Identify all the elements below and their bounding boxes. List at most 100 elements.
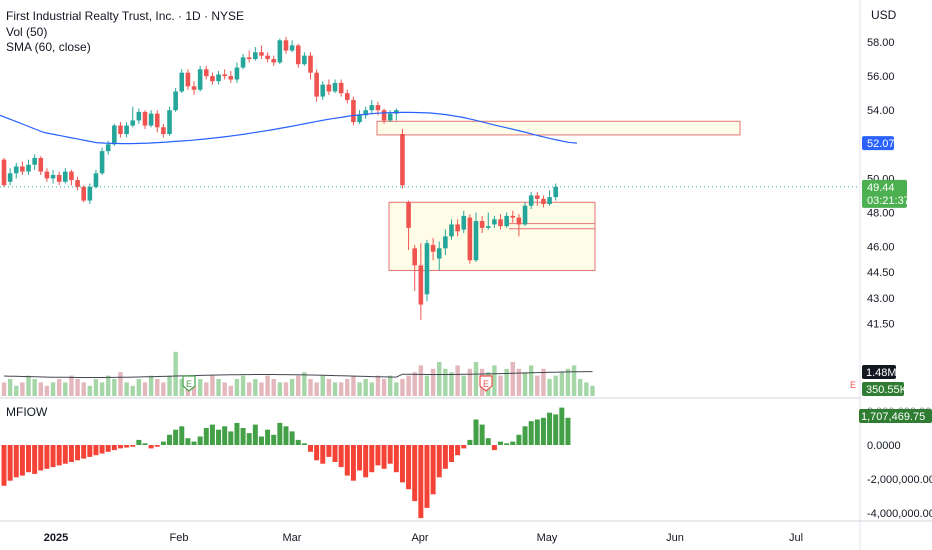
volume-legend[interactable]: Vol (50) — [6, 25, 48, 39]
candle — [81, 185, 86, 203]
candle-body — [308, 55, 313, 73]
price-tick-label: 43.00 — [867, 293, 895, 305]
candle — [118, 122, 123, 138]
candle — [38, 156, 44, 175]
mfiow-bar — [344, 445, 350, 476]
mfiow-axis[interactable]: 2,000,000.000.0000-2,000,000.00-4,000,00… — [859, 406, 932, 520]
candle-body — [541, 198, 546, 204]
mfiow-bar — [436, 445, 442, 478]
volume-bar — [283, 382, 289, 396]
volume-bar — [216, 379, 221, 396]
volume-bar — [345, 379, 350, 396]
volume-bar — [247, 382, 252, 396]
candle — [418, 243, 424, 320]
candle-body — [522, 205, 528, 225]
mfiow-bar — [209, 424, 215, 445]
volume-ma-line — [3, 371, 593, 378]
volume-bar — [461, 375, 466, 396]
candle-body — [99, 151, 105, 174]
candle — [308, 52, 313, 80]
mfiow-bar — [154, 445, 160, 447]
candle-body — [142, 111, 148, 126]
mfiow-bar — [357, 445, 363, 471]
mfiow-bar — [430, 445, 436, 495]
candle — [381, 108, 387, 124]
mfiow-bar — [442, 445, 448, 469]
mfiow-bar — [99, 445, 105, 454]
earnings-marker: E — [479, 375, 493, 392]
time-tick-label: 2025 — [44, 532, 68, 544]
volume-bar — [394, 382, 399, 396]
mfiow-tick-label: -4,000,000.00 — [867, 508, 932, 520]
volume-bar — [50, 382, 56, 396]
mfiow-bar — [130, 445, 136, 447]
mfiow-bar — [387, 445, 393, 464]
mfiow-legend[interactable]: MFIOW — [6, 405, 48, 419]
candle — [400, 128, 405, 189]
mfiow-bar — [179, 426, 185, 445]
volume-bar — [424, 375, 430, 396]
mfiow-bar — [320, 445, 326, 464]
candle — [479, 215, 485, 233]
mfiow-bar — [228, 431, 234, 445]
candle — [338, 79, 344, 97]
mfiow-bar — [559, 407, 565, 445]
mfiow-bar — [26, 445, 32, 473]
candle — [332, 79, 338, 94]
volume-bar — [449, 372, 454, 396]
volume-bar — [522, 372, 528, 396]
candle-body — [130, 120, 136, 126]
candle — [522, 202, 528, 227]
volume-bar — [553, 375, 558, 396]
candle — [485, 212, 491, 230]
candle-body — [253, 52, 258, 60]
mfiow-bar — [258, 436, 264, 445]
volume-bar — [38, 382, 43, 396]
volume-bar — [44, 385, 50, 396]
mfiow-bar — [44, 445, 50, 469]
candle-body — [436, 248, 442, 259]
candle-body — [69, 171, 74, 181]
time-axis[interactable]: 2025 Feb Mar Apr May Jun Jul — [44, 532, 803, 544]
volume-bar — [210, 375, 215, 396]
candle — [535, 192, 540, 206]
currency-button[interactable]: USD — [871, 8, 897, 22]
mfiow-value-label-bg — [859, 408, 932, 423]
volume-bar — [161, 382, 166, 396]
mfiow-bar — [185, 438, 191, 445]
sma-legend[interactable]: SMA (60, close) — [6, 40, 91, 54]
volume-bar — [565, 368, 571, 396]
candle — [510, 210, 516, 223]
candle-body — [351, 99, 356, 123]
volume-bar — [234, 379, 240, 396]
mfiow-bar — [87, 445, 93, 457]
resistance-zone — [376, 120, 741, 136]
volume-bar — [443, 368, 448, 396]
candle — [295, 43, 301, 68]
volume-ma-label: 350.55K — [866, 384, 908, 396]
candle-body — [535, 195, 540, 199]
mfiow-bar — [350, 445, 356, 481]
volume-bar — [559, 372, 565, 396]
last-price-label: 49.44 — [867, 182, 895, 194]
candle-body — [210, 76, 215, 82]
candle-body — [547, 197, 552, 204]
candle — [7, 168, 13, 186]
mfiow-bar — [197, 436, 203, 445]
mfiow-tick-label: 0.0000 — [867, 440, 901, 452]
candle-body — [216, 74, 221, 82]
volume-bar — [430, 368, 436, 396]
volume-bar — [136, 379, 142, 396]
mfiow-bar — [473, 419, 479, 445]
candle-body — [394, 110, 399, 114]
price-axis[interactable]: 58.0056.0054.0052.0050.0048.0046.0044.50… — [850, 37, 910, 396]
mfiow-bar — [485, 438, 491, 445]
mfiow-bar — [277, 422, 283, 445]
volume-bar — [81, 382, 86, 396]
mfiow-bar — [326, 445, 332, 457]
mfiow-bar — [111, 445, 117, 451]
candle-body — [26, 164, 31, 172]
candle — [406, 200, 411, 251]
